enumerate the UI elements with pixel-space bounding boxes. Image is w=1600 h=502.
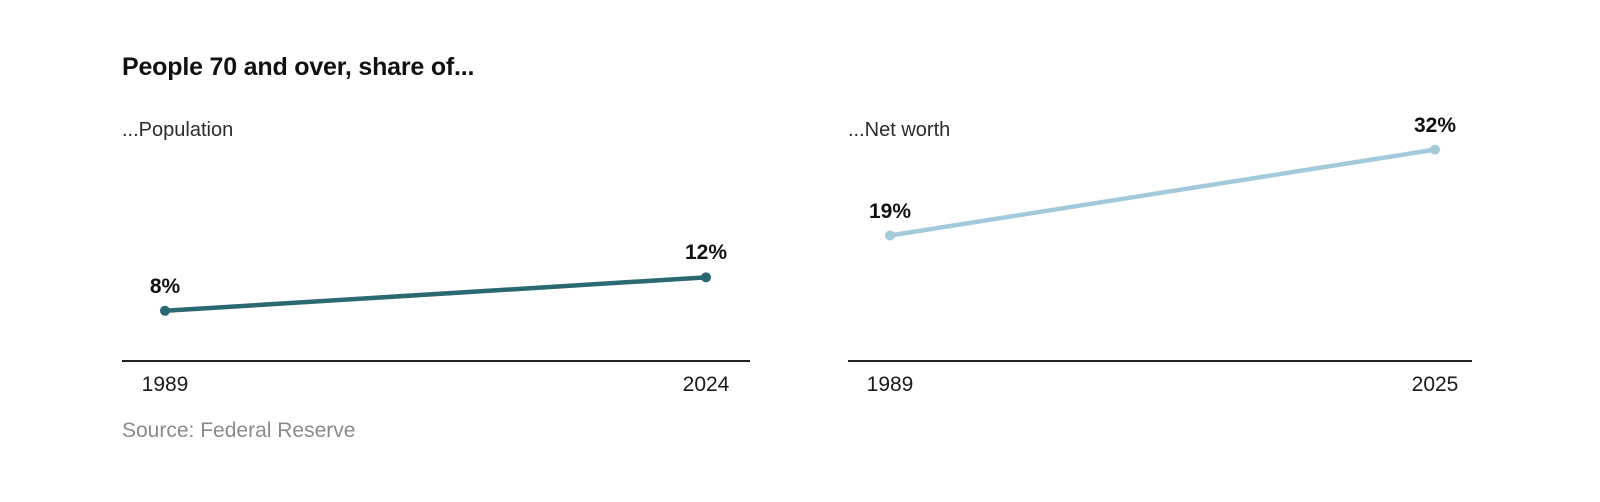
- data-point: [160, 305, 170, 316]
- x-axis-line: [122, 360, 750, 362]
- line-series: [160, 272, 711, 316]
- figure-title: People 70 and over, share of...: [122, 53, 475, 81]
- line-series: [885, 144, 1440, 241]
- x-axis-tick-row: 1989 2024: [122, 372, 750, 398]
- data-point-label: 8%: [149, 274, 181, 298]
- data-point: [1430, 144, 1440, 155]
- data-point: [885, 230, 895, 241]
- data-point-label: 32%: [1413, 113, 1457, 137]
- x-axis-tick-label: 1989: [866, 373, 914, 396]
- series-line: [887, 147, 1438, 238]
- x-axis-tick-label: 1989: [141, 373, 189, 396]
- source-note: Source: Federal Reserve: [122, 419, 356, 442]
- data-point: [701, 272, 711, 283]
- data-point-label: 19%: [868, 199, 912, 223]
- population-line-chart: 8% 12%: [122, 110, 750, 361]
- x-axis-tick-row: 1989 2025: [848, 372, 1472, 398]
- x-axis-tick-label: 2025: [1411, 373, 1459, 396]
- net-worth-chart-subtitle: ...Net worth: [848, 119, 951, 141]
- net-worth-line-chart: 19% 32%: [848, 110, 1472, 361]
- population-chart-panel: ...Population 8% 12% 1989 2024: [122, 110, 750, 410]
- x-axis-line: [848, 360, 1472, 362]
- net-worth-chart-panel: ...Net worth 19% 32% 1989 2025: [848, 110, 1472, 410]
- data-point-label: 12%: [684, 241, 728, 265]
- population-chart-subtitle: ...Population: [122, 119, 234, 141]
- x-axis-tick-label: 2024: [682, 373, 730, 396]
- series-line: [162, 275, 709, 314]
